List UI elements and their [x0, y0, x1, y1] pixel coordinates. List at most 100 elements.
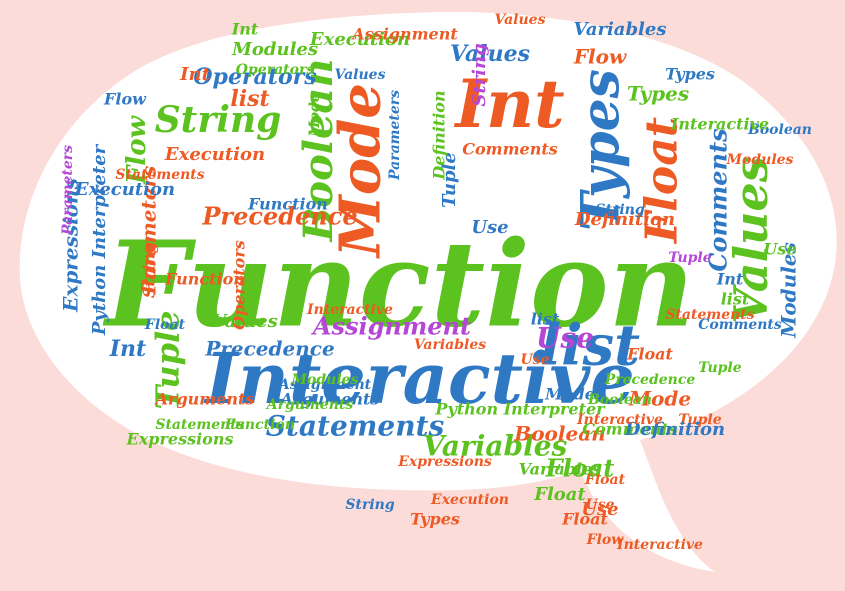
cloud-word: Mode: [328, 83, 394, 259]
cloud-word: Mode: [307, 93, 323, 138]
cloud-word: Arguments: [154, 390, 255, 409]
cloud-word: Python Interpreter: [434, 400, 606, 419]
cloud-word: Comments: [698, 317, 782, 333]
cloud-word: Modules: [231, 39, 318, 60]
cloud-word: Use: [586, 497, 615, 513]
cloud-word: Float: [545, 454, 615, 483]
cloud-word: Statements: [155, 417, 244, 433]
cloud-word: Expressions: [126, 430, 234, 449]
cloud-word: Tuple: [439, 152, 460, 208]
cloud-word: Float: [533, 484, 586, 505]
cloud-word: Assignment: [350, 25, 458, 44]
cloud-word: Interactive: [576, 412, 663, 428]
cloud-word: Assignment: [311, 312, 471, 341]
cloud-word: Comments: [462, 140, 557, 159]
cloud-word: Function: [224, 417, 295, 433]
cloud-word: Boolean: [587, 392, 652, 408]
cloud-word: Use: [536, 322, 594, 355]
cloud-word: Variables: [414, 337, 486, 353]
cloud-word: Comments: [704, 128, 733, 272]
cloud-word: Python Interpreter: [89, 143, 110, 336]
cloud-word: Interactive: [670, 115, 769, 134]
cloud-word: Flow: [586, 532, 625, 548]
cloud-word: Execution: [164, 144, 265, 165]
cloud-word: Values: [335, 67, 386, 83]
cloud-word: Flow: [103, 90, 147, 109]
cloud-word: String: [595, 202, 644, 218]
cloud-word: Function: [164, 270, 245, 289]
cloud-word: String: [155, 99, 282, 141]
cloud-word: Types: [571, 69, 632, 231]
cloud-word: Variables: [423, 430, 568, 463]
cloud-word: Tuple: [698, 360, 741, 376]
cloud-word: Tuple: [668, 250, 711, 266]
cloud-word: Float: [144, 317, 186, 333]
cloud-word: Execution: [309, 29, 410, 50]
cloud-word: Types: [627, 82, 689, 106]
cloud-word: Precedence: [604, 372, 696, 388]
cloud-word: Parameters: [60, 145, 76, 236]
cloud-word: Operators: [230, 240, 249, 330]
cloud-word: Expressions: [397, 454, 492, 470]
cloud-word: Comments: [582, 420, 677, 439]
cloud-word: Definition: [574, 209, 675, 230]
cloud-word: Int: [716, 270, 744, 289]
cloud-word: Statements: [665, 307, 754, 323]
cloud-word: Precedence: [204, 337, 334, 361]
cloud-word: Float: [584, 472, 626, 488]
cloud-word: Variables: [519, 460, 602, 479]
cloud-word: Arguments: [265, 397, 354, 413]
cloud-word: list: [230, 86, 269, 112]
cloud-word: Int: [231, 20, 259, 39]
cloud-word: Use: [581, 499, 618, 520]
cloud-word: Parameters: [137, 166, 161, 296]
cloud-word: String: [345, 497, 394, 513]
cloud-word: Int: [109, 336, 146, 362]
cloud-word: Interactive: [616, 537, 703, 553]
cloud-word: Values: [724, 156, 778, 323]
cloud-word: Interactive: [203, 337, 635, 420]
cloud-word: list: [540, 313, 640, 379]
cloud-word: Flow: [573, 45, 627, 69]
cloud-word: Definition: [624, 419, 725, 440]
cloud-word: Float: [637, 117, 688, 245]
cloud-word: Float: [561, 510, 608, 529]
cloud-word: Statements: [115, 167, 204, 183]
cloud-word: Int: [453, 65, 564, 143]
cloud-word: Function: [247, 195, 328, 214]
cloud-word: Float: [626, 345, 673, 364]
cloud-word: String: [469, 43, 490, 106]
cloud-word: String: [140, 242, 159, 298]
cloud-word: Parameters: [387, 90, 403, 181]
cloud-word: Boolean: [295, 59, 342, 243]
cloud-word: Modules: [777, 242, 801, 339]
cloud-word: Types: [665, 65, 715, 84]
cloud-word: Operators: [236, 62, 315, 78]
cloud-word: list: [721, 290, 750, 309]
cloud-word: Modules: [726, 152, 794, 168]
cloud-word: Statements: [266, 410, 445, 443]
cloud-word: Mode: [628, 387, 691, 411]
cloud-word: Execution: [430, 492, 509, 508]
cloud-word: Use: [471, 217, 508, 238]
cloud-word: Assignment: [277, 377, 372, 393]
cloud-word: Tuple: [678, 412, 721, 428]
cloud-word: Expressions: [59, 178, 83, 313]
cloud-word: list: [531, 310, 560, 329]
cloud-word: Flow: [122, 114, 152, 185]
cloud-word: Boolean: [747, 122, 812, 138]
cloud-word: Tuple: [149, 310, 187, 409]
cloud-word: Values: [212, 311, 278, 332]
cloud-word: Modules: [291, 372, 359, 388]
cloud-word: Operators: [193, 64, 316, 90]
words-layer: FunctionInteractiveIntModelistTypesValue…: [59, 12, 812, 553]
cloud-word: Values: [495, 12, 546, 28]
cloud-word: Types: [410, 510, 460, 529]
cloud-word: Use: [763, 240, 796, 259]
cloud-word: Precedence: [201, 202, 357, 231]
cloud-word: Values: [450, 41, 530, 67]
cloud-word: Interactive: [306, 302, 393, 318]
cloud-word: Use: [521, 352, 550, 368]
cloud-word: Function: [103, 215, 695, 354]
